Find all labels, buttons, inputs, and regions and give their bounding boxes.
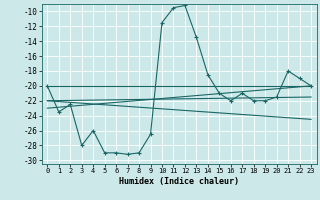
- X-axis label: Humidex (Indice chaleur): Humidex (Indice chaleur): [119, 177, 239, 186]
